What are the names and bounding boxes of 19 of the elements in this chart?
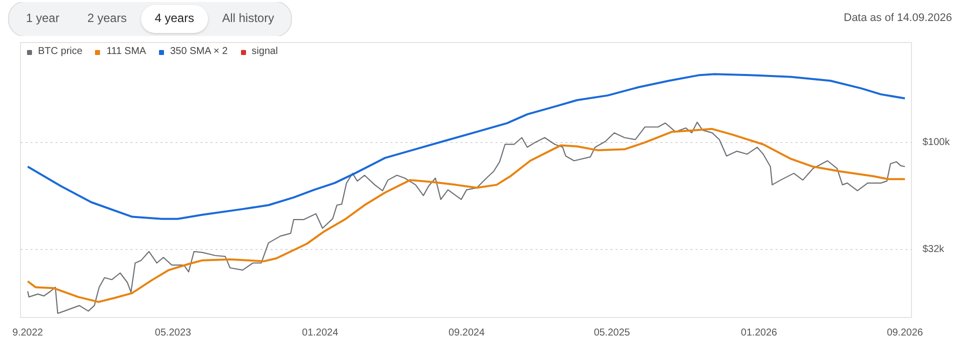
legend-label: 350 SMA × 2 xyxy=(170,46,228,57)
y-tick-label: $32k xyxy=(922,244,946,255)
text: Data as of 14.09.2026 xyxy=(844,11,952,26)
x-tick-label: 09.2024 xyxy=(448,328,486,338)
text: All history xyxy=(221,10,276,28)
y-tick-label: $100k xyxy=(922,136,951,148)
text: 2 years xyxy=(86,10,128,28)
line-series xyxy=(26,73,906,220)
x-tick-label: 09.2026 xyxy=(886,328,924,338)
x-tick-label: 9.2022 xyxy=(12,328,44,338)
x-tick-label: 05.2023 xyxy=(154,328,192,338)
x-tick-label: 01.2026 xyxy=(740,328,778,338)
legend-label: signal xyxy=(252,46,278,57)
x-tick-label: 01.2024 xyxy=(302,328,339,338)
text: 4 years xyxy=(140,5,208,33)
legend-label: BTC price xyxy=(38,46,82,57)
text: 1 year xyxy=(25,10,60,28)
legend-label: 111 SMA xyxy=(106,46,146,57)
x-tick-label: 05.2025 xyxy=(594,328,630,338)
